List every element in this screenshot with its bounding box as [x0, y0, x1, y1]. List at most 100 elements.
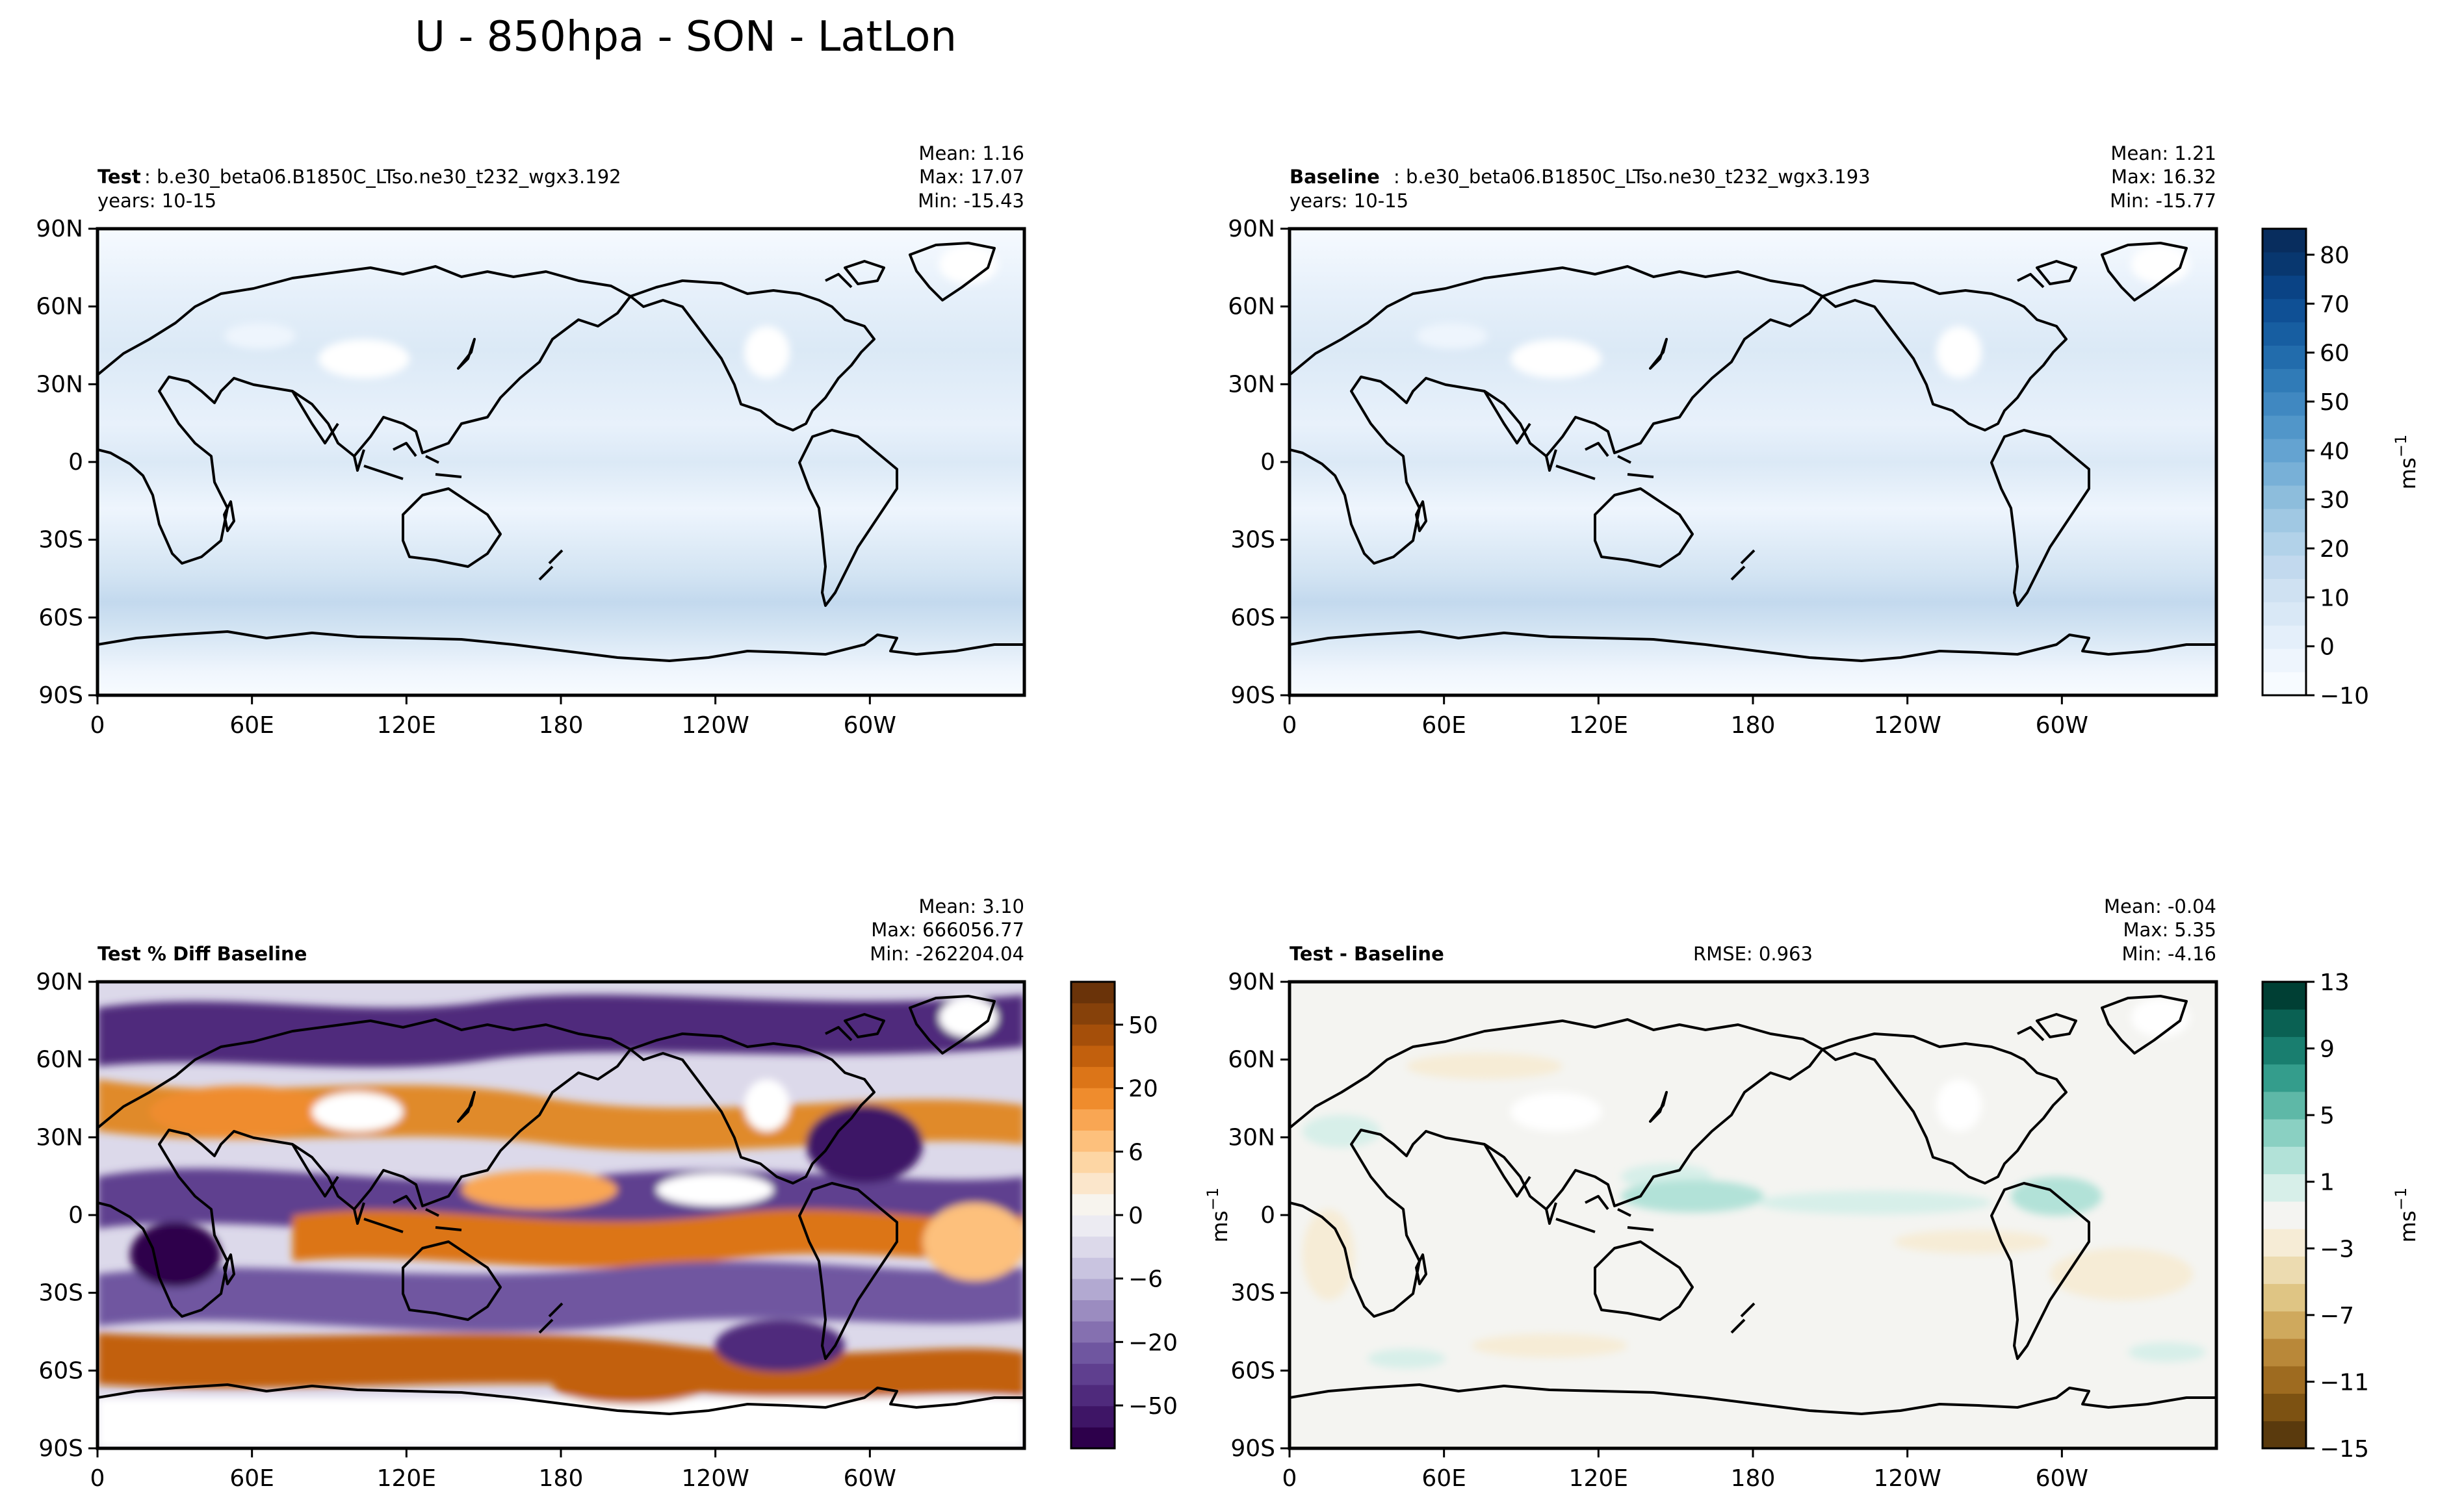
stat-min: Min: -15.43 — [918, 190, 1024, 212]
colorbar-swatch — [1071, 1215, 1115, 1237]
y-tick-label: 30N — [36, 1124, 83, 1151]
colorbar-swatch — [2263, 1064, 2306, 1092]
colorbar-swatch — [2263, 1366, 2306, 1394]
panel-pct-diff: Test % Diff Baseline Mean: 3.10 Max: 666… — [36, 895, 1026, 1492]
colorbar-tick-label: 5 — [2320, 1103, 2335, 1129]
y-tick-label: 90N — [1228, 969, 1275, 995]
colorbar-swatch — [2263, 392, 2306, 416]
colorbar-swatch — [1071, 1363, 1115, 1385]
y-tick-label: 90N — [1228, 216, 1275, 242]
y-tick-label: 30S — [1230, 1280, 1275, 1307]
colorbar-pct-unit: ms−1 — [1204, 1188, 1232, 1243]
x-tick-label: 0 — [90, 1465, 105, 1492]
colorbar-swatch — [2263, 275, 2306, 300]
colorbar-main: 80 70 60 50 40 30 20 10 0 −10 — [2261, 227, 2369, 710]
colorbar-swatch — [1071, 1427, 1115, 1449]
y-tick-label: 90S — [1230, 682, 1275, 709]
colorbar-swatch — [1071, 1108, 1115, 1131]
panel-label-bold: Test - Baseline — [1290, 943, 1444, 965]
stat-mean: Mean: -0.04 — [2104, 895, 2216, 917]
colorbar-swatch — [1071, 1257, 1115, 1279]
colorbar-swatch — [2263, 508, 2306, 533]
colorbar-swatch — [1071, 1066, 1115, 1088]
y-tick-label: 60N — [36, 294, 83, 320]
x-tick-label: 120W — [682, 712, 749, 739]
y-tick-label: 60N — [36, 1047, 83, 1073]
stat-max: Max: 17.07 — [919, 166, 1024, 188]
y-tick-label: 60S — [1230, 1357, 1275, 1384]
x-tick-label: 0 — [90, 712, 105, 739]
colorbar-swatch — [1071, 982, 1115, 1004]
colorbar-swatch — [1071, 1300, 1115, 1322]
panel-label-bold: Baseline — [1290, 166, 1380, 188]
field-fill — [97, 229, 1024, 695]
stat-max: Max: 16.32 — [2111, 166, 2216, 188]
land-blank-patches — [1416, 245, 2190, 378]
field-patches — [1303, 998, 2206, 1368]
y-axis: 90N 60N 30N 0 30S 60S 90S — [36, 216, 97, 709]
y-tick-label: 0 — [68, 1202, 83, 1229]
colorbar-tick-label: −3 — [2320, 1236, 2354, 1262]
y-tick-label: 0 — [1260, 449, 1275, 476]
colorbar-tick-label: −50 — [1128, 1393, 1178, 1420]
colorbar-tick-label: −7 — [2320, 1303, 2354, 1329]
colorbar-swatch — [2263, 1036, 2306, 1065]
colorbar-swatch — [2263, 439, 2306, 463]
colorbar-swatch — [2263, 602, 2306, 626]
y-tick-label: 60S — [38, 1357, 83, 1384]
colorbar-diff-unit: ms−1 — [2392, 1188, 2420, 1243]
colorbar-tick-label: 40 — [2320, 438, 2350, 465]
colorbar-swatch — [1071, 1151, 1115, 1173]
field-fill — [1290, 982, 2216, 1448]
field-patches — [97, 995, 1024, 1448]
panel-label-case: : b.e30_beta06.B1850C_LTso.ne30_t232_wgx… — [1394, 166, 1871, 188]
colorbar-swatch — [1071, 1342, 1115, 1364]
y-tick-label: 90N — [36, 216, 83, 242]
panel-years: years: 10-15 — [97, 190, 216, 212]
x-tick-label: 180 — [1731, 1465, 1776, 1492]
field-fill — [1290, 229, 2216, 695]
colorbar-tick-label: 20 — [2320, 536, 2350, 563]
y-tick-label: 90N — [36, 969, 83, 995]
colorbar-swatch — [2263, 462, 2306, 486]
colorbar-swatch — [2263, 345, 2306, 369]
colorbar-swatch — [2263, 625, 2306, 649]
y-tick-label: 30S — [1230, 527, 1275, 554]
x-tick-label: 60W — [2036, 1465, 2088, 1492]
colorbar-swatch — [2263, 532, 2306, 556]
panel-years: years: 10-15 — [1290, 190, 1408, 212]
stat-min: Min: -4.16 — [2122, 943, 2216, 965]
colorbar-swatch — [1071, 1088, 1115, 1110]
x-tick-label: 120W — [1874, 1465, 1941, 1492]
colorbar-tick-label: 0 — [1128, 1203, 1143, 1229]
panel-label-case: : b.e30_beta06.B1850C_LTso.ne30_t232_wgx… — [144, 166, 621, 188]
x-tick-label: 60E — [229, 712, 274, 739]
y-tick-label: 60N — [1228, 1047, 1275, 1073]
stat-mean: Mean: 1.16 — [918, 142, 1024, 164]
x-tick-label: 120E — [1569, 712, 1628, 739]
y-axis: 90N 60N 30N 0 30S 60S 90S — [1228, 216, 1290, 709]
x-tick-label: 120W — [682, 1465, 749, 1492]
colorbar-swatch — [2263, 1091, 2306, 1120]
colorbar-swatch — [2263, 251, 2306, 276]
colorbar-swatch — [2263, 1339, 2306, 1366]
colorbar-swatch — [2263, 1009, 2306, 1037]
y-tick-label: 30S — [38, 1280, 83, 1307]
y-axis: 90N 60N 30N 0 30S 60S 90S — [1228, 969, 1290, 1462]
y-tick-label: 30N — [36, 371, 83, 398]
colorbar-tick-label: 50 — [2320, 389, 2350, 416]
y-tick-label: 60S — [1230, 604, 1275, 631]
stat-min: Min: -15.77 — [2110, 190, 2216, 212]
colorbar-swatch — [2263, 1173, 2306, 1202]
colorbar-swatch — [2263, 1146, 2306, 1175]
colorbar-swatch — [2263, 982, 2306, 1010]
y-tick-label: 60S — [38, 604, 83, 631]
colorbar-tick-label: 0 — [2320, 634, 2335, 661]
panel-diff: Test - Baseline RMSE: 0.963 Mean: -0.04 … — [1228, 895, 2218, 1492]
colorbar-tick-label: 20 — [1128, 1076, 1158, 1103]
x-tick-label: 180 — [539, 712, 584, 739]
colorbar-swatch — [1071, 1045, 1115, 1068]
colorbar-swatch — [2263, 485, 2306, 509]
colorbar-tick-label: 10 — [2320, 585, 2350, 611]
